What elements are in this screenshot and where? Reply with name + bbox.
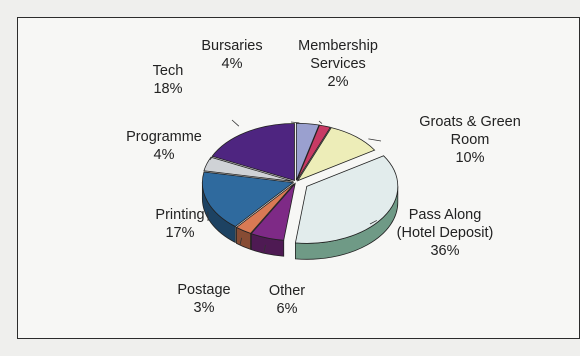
leader-line-4 <box>263 244 266 253</box>
slice-pct-7: 4% <box>154 147 175 163</box>
slice-labels: Bursaries 4% Membership Services 2% Groats & … <box>126 38 521 317</box>
pie-slice-0 <box>295 122 320 181</box>
slice-label-8: Tech 18% <box>153 63 184 97</box>
pie-slice-1 <box>296 124 331 181</box>
slice-pct-1: 2% <box>328 74 349 90</box>
slice-pct-0: 4% <box>222 56 243 72</box>
slice-name-7: Programme <box>126 129 202 145</box>
slice-label-7: Programme 4% <box>126 129 202 163</box>
pie-slice-2 <box>296 127 376 182</box>
slice-pct-6: 17% <box>165 225 194 241</box>
pie-slice-8 <box>211 123 295 182</box>
leader-line-1 <box>318 120 323 124</box>
pie-slice-4 <box>250 182 296 241</box>
slice-label-4: Other 6% <box>269 283 305 317</box>
slice-name-3: (Hotel Deposit) <box>397 225 494 241</box>
slice-label-6: Printing 17% <box>155 207 204 241</box>
slice-name-6: Printing <box>155 207 204 223</box>
slice-name-2: Groats & Green <box>419 114 521 130</box>
pie-tops <box>201 122 399 244</box>
pie-slice-3 <box>294 155 399 244</box>
leader-line-7 <box>209 155 214 161</box>
slice-name-2: Room <box>451 132 490 148</box>
slice-pct-5: 3% <box>194 300 215 316</box>
slice-label-3: Pass Along (Hotel Deposit) 36% <box>397 207 494 259</box>
slice-pct-4: 6% <box>277 301 298 317</box>
slice-name-0: Bursaries <box>201 38 262 54</box>
leader-line-0 <box>290 121 300 124</box>
slice-label-5: Postage 3% <box>177 282 230 316</box>
leader-lines <box>207 119 382 253</box>
leader-line-3 <box>369 220 378 225</box>
slice-pct-2: 10% <box>455 150 484 166</box>
slice-name-8: Tech <box>153 63 184 79</box>
slice-pct-8: 18% <box>153 81 182 97</box>
leader-line-2 <box>368 138 382 142</box>
slice-name-1: Services <box>310 56 366 72</box>
leader-line-8 <box>231 119 240 127</box>
slice-name-5: Postage <box>177 282 230 298</box>
slice-label-0: Bursaries 4% <box>201 38 262 72</box>
pie-slice-5 <box>235 183 295 234</box>
leader-line-5 <box>239 237 243 246</box>
pie-slice-6 <box>201 171 295 227</box>
slice-name-3: Pass Along <box>409 207 482 223</box>
slice-pct-3: 36% <box>430 243 459 259</box>
pie-slice-7 <box>203 156 294 182</box>
slice-label-2: Groats & Green Room 10% <box>419 114 521 166</box>
slice-name-4: Other <box>269 283 305 299</box>
slice-name-1: Membership <box>298 38 378 54</box>
slice-label-1: Membership Services 2% <box>298 38 378 90</box>
